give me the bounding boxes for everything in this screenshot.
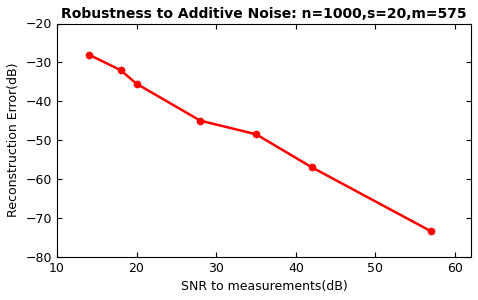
Title: Robustness to Additive Noise: n=1000,s=20,m=575: Robustness to Additive Noise: n=1000,s=2… xyxy=(61,7,467,21)
Y-axis label: Reconstruction Error(dB): Reconstruction Error(dB) xyxy=(7,63,20,217)
X-axis label: SNR to measurements(dB): SNR to measurements(dB) xyxy=(181,280,348,293)
